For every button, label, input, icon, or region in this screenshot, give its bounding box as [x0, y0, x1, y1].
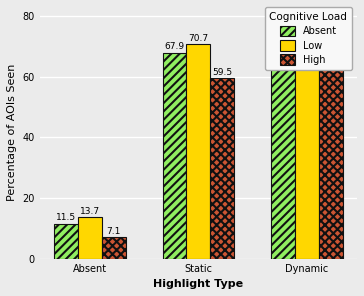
Text: 69.5: 69.5 [321, 37, 341, 46]
Text: 67.9: 67.9 [165, 42, 185, 51]
Text: 72.5: 72.5 [297, 28, 317, 37]
Bar [54, 224, 78, 259]
Text: 7.1: 7.1 [107, 227, 121, 236]
Bar [102, 237, 126, 259]
Bar [163, 53, 186, 259]
Legend: Absent, Low, High: Absent, Low, High [265, 7, 352, 70]
X-axis label: Highlight Type: Highlight Type [153, 279, 244, 289]
Text: 70.7: 70.7 [188, 34, 209, 43]
Bar [271, 26, 295, 259]
Bar [78, 217, 102, 259]
Bar [295, 39, 319, 259]
Text: 11.5: 11.5 [56, 213, 76, 222]
Bar [319, 48, 343, 259]
Text: 76.8: 76.8 [273, 15, 293, 24]
Text: 59.5: 59.5 [212, 68, 232, 77]
Bar [210, 78, 234, 259]
Y-axis label: Percentage of AOIs Seen: Percentage of AOIs Seen [7, 64, 17, 202]
Text: 13.7: 13.7 [80, 207, 100, 215]
Bar [186, 44, 210, 259]
